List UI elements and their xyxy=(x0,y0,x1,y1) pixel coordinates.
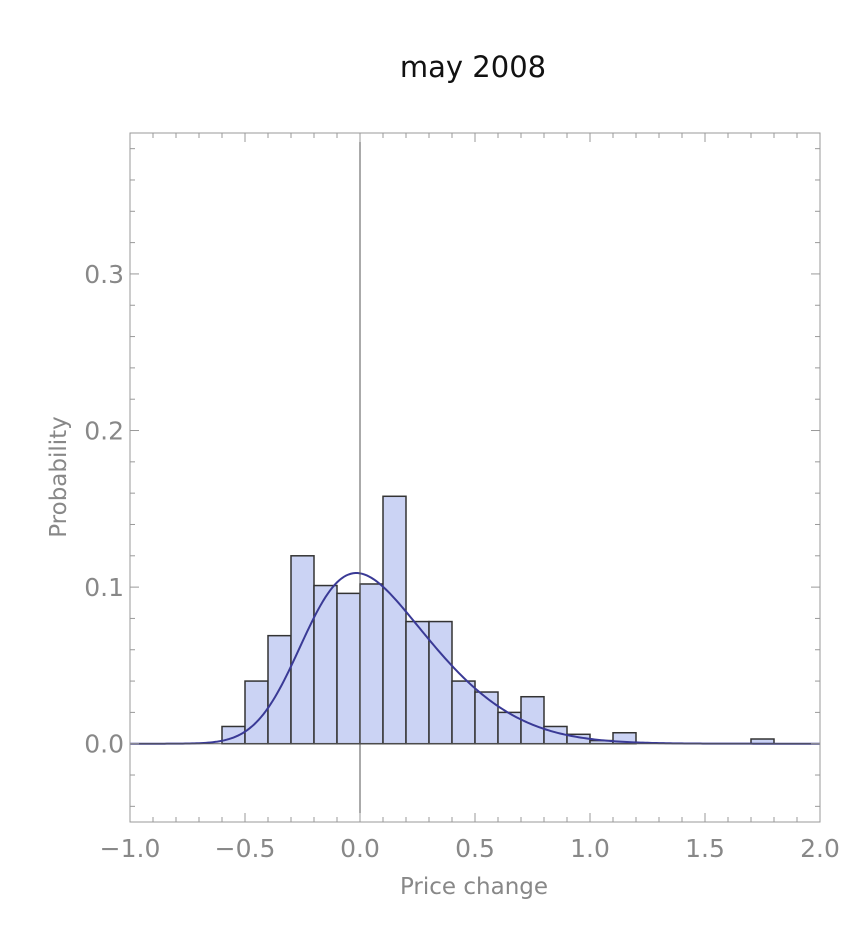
histogram-bar xyxy=(290,555,315,745)
x-tick-label: 0.5 xyxy=(455,834,495,863)
histogram-bar xyxy=(428,620,453,745)
y-tick-label: 0.0 xyxy=(84,730,124,759)
x-axis-label: Price change xyxy=(400,874,548,900)
y-tick-label: 0.1 xyxy=(84,573,124,602)
x-tick-labels: −1.0 −0.5 0.0 0.5 1.0 1.5 2.0 xyxy=(100,834,840,863)
histogram-bar xyxy=(336,592,361,745)
x-tick-label: −1.0 xyxy=(100,834,161,863)
x-tick-label: 1.5 xyxy=(685,834,725,863)
histogram-bar xyxy=(451,680,476,745)
tick-marks xyxy=(129,133,821,822)
histogram-bar xyxy=(359,583,384,745)
x-tick-label: 1.0 xyxy=(570,834,610,863)
histogram-bar xyxy=(474,691,499,745)
y-tick-label: 0.2 xyxy=(84,417,124,446)
y-tick-labels: 0.0 0.1 0.2 0.3 xyxy=(84,260,124,759)
x-tick-label: 2.0 xyxy=(800,834,840,863)
histogram-bar xyxy=(405,620,430,745)
histogram-bar xyxy=(221,725,246,745)
y-axis-label: Probability xyxy=(46,416,72,538)
y-tick-label: 0.3 xyxy=(84,260,124,289)
x-tick-label: −0.5 xyxy=(215,834,276,863)
histogram-bar xyxy=(382,495,407,745)
x-tick-label: 0.0 xyxy=(340,834,380,863)
chart-title: may 2008 xyxy=(399,50,547,84)
